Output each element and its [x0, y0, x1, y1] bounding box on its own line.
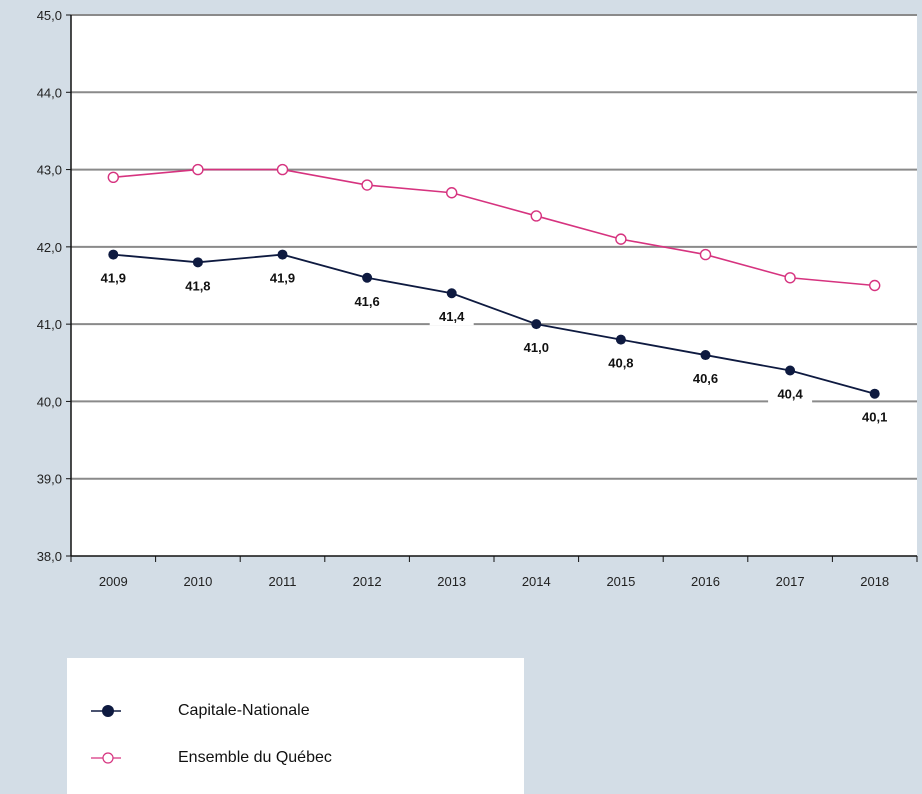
x-tick-label: 2016 — [691, 574, 720, 589]
data-point — [108, 249, 119, 260]
data-label-bg — [429, 307, 474, 326]
data-point — [192, 163, 204, 176]
data-label: 40,8 — [608, 356, 633, 371]
data-label: 40,4 — [777, 387, 803, 402]
series-line-capitale-nationale — [113, 253, 875, 395]
data-label: 41,9 — [270, 271, 295, 286]
data-point — [446, 288, 457, 299]
data-point — [700, 350, 711, 361]
legend-marker-hollow-circle-icon — [91, 752, 121, 764]
data-point — [276, 163, 289, 176]
data-point — [869, 279, 881, 292]
legend-item-capitale-nationale: Capitale-Nationale — [67, 699, 524, 723]
data-point — [869, 388, 880, 399]
data-label-bg — [852, 407, 897, 426]
data-point — [699, 248, 712, 261]
y-tick-label: 42,0 — [37, 240, 62, 255]
data-point — [446, 187, 458, 199]
data-label-bg — [598, 353, 643, 372]
data-point — [362, 272, 373, 283]
data-point — [784, 272, 796, 284]
legend: Capitale-Nationale Ensemble du Québec — [67, 658, 524, 794]
data-label: 41,0 — [524, 340, 549, 355]
y-tick-label: 39,0 — [37, 472, 62, 487]
x-tick-label: 2013 — [437, 574, 466, 589]
gridlines — [71, 14, 917, 480]
data-label: 40,6 — [693, 371, 718, 386]
y-axis-ticks: 38,0 39,0 40,0 41,0 42,0 43,0 44,0 45,0 — [37, 8, 71, 564]
legend-item-ensemble-du-quebec: Ensemble du Québec — [67, 746, 524, 770]
data-label-bg — [260, 268, 305, 287]
series-line-ensemble-du-quebec — [113, 168, 875, 287]
data-point — [615, 233, 627, 245]
y-tick-label: 44,0 — [37, 85, 62, 100]
data-label-bg — [345, 291, 390, 310]
data-label: 40,1 — [862, 410, 887, 425]
data-label-bg — [683, 369, 728, 388]
y-tick-label: 43,0 — [37, 163, 62, 178]
x-tick-label: 2011 — [269, 574, 297, 589]
data-label: 41,8 — [185, 278, 210, 293]
data-label-bg — [91, 268, 136, 287]
legend-label: Ensemble du Québec — [178, 749, 332, 766]
data-label-bg — [175, 276, 220, 295]
x-tick-label: 2014 — [522, 574, 551, 589]
x-tick-label: 2010 — [183, 574, 212, 589]
legend-marker-filled-circle-icon — [91, 705, 121, 717]
data-label: 41,6 — [354, 294, 379, 309]
y-tick-label: 41,0 — [37, 317, 62, 332]
x-tick-label: 2012 — [353, 574, 382, 589]
x-axis-ticks: 2009 2010 2011 2012 2013 2014 2015 2016 2017 2018 — [70, 556, 918, 589]
data-label-bg — [768, 384, 813, 403]
data-point — [615, 334, 626, 345]
data-point — [277, 249, 288, 260]
data-label-bg — [514, 338, 559, 357]
legend-label: Capitale-Nationale — [178, 702, 310, 719]
data-label: 41,9 — [101, 271, 126, 286]
x-tick-label: 2018 — [860, 574, 889, 589]
line-chart: 38,0 39,0 40,0 41,0 42,0 43,0 44,0 45,0 2009 201… — [37, 8, 918, 589]
data-labels: 41,9 41,8 41,9 41,6 41,4 41,0 40,8 40,6 40,4 40,1 — [91, 268, 897, 426]
x-tick-label: 2009 — [99, 574, 128, 589]
x-tick-label: 2017 — [776, 574, 805, 589]
series-group — [107, 163, 881, 399]
x-tick-label: 2015 — [606, 574, 635, 589]
data-point — [530, 210, 542, 222]
data-point — [531, 319, 542, 330]
data-point — [361, 179, 373, 191]
data-point — [785, 365, 796, 376]
data-point — [192, 257, 203, 268]
y-tick-label: 40,0 — [37, 394, 62, 409]
data-point — [107, 171, 120, 184]
y-tick-label: 45,0 — [37, 8, 62, 23]
data-label: 41,4 — [439, 309, 465, 324]
y-tick-label: 38,0 — [37, 549, 62, 564]
